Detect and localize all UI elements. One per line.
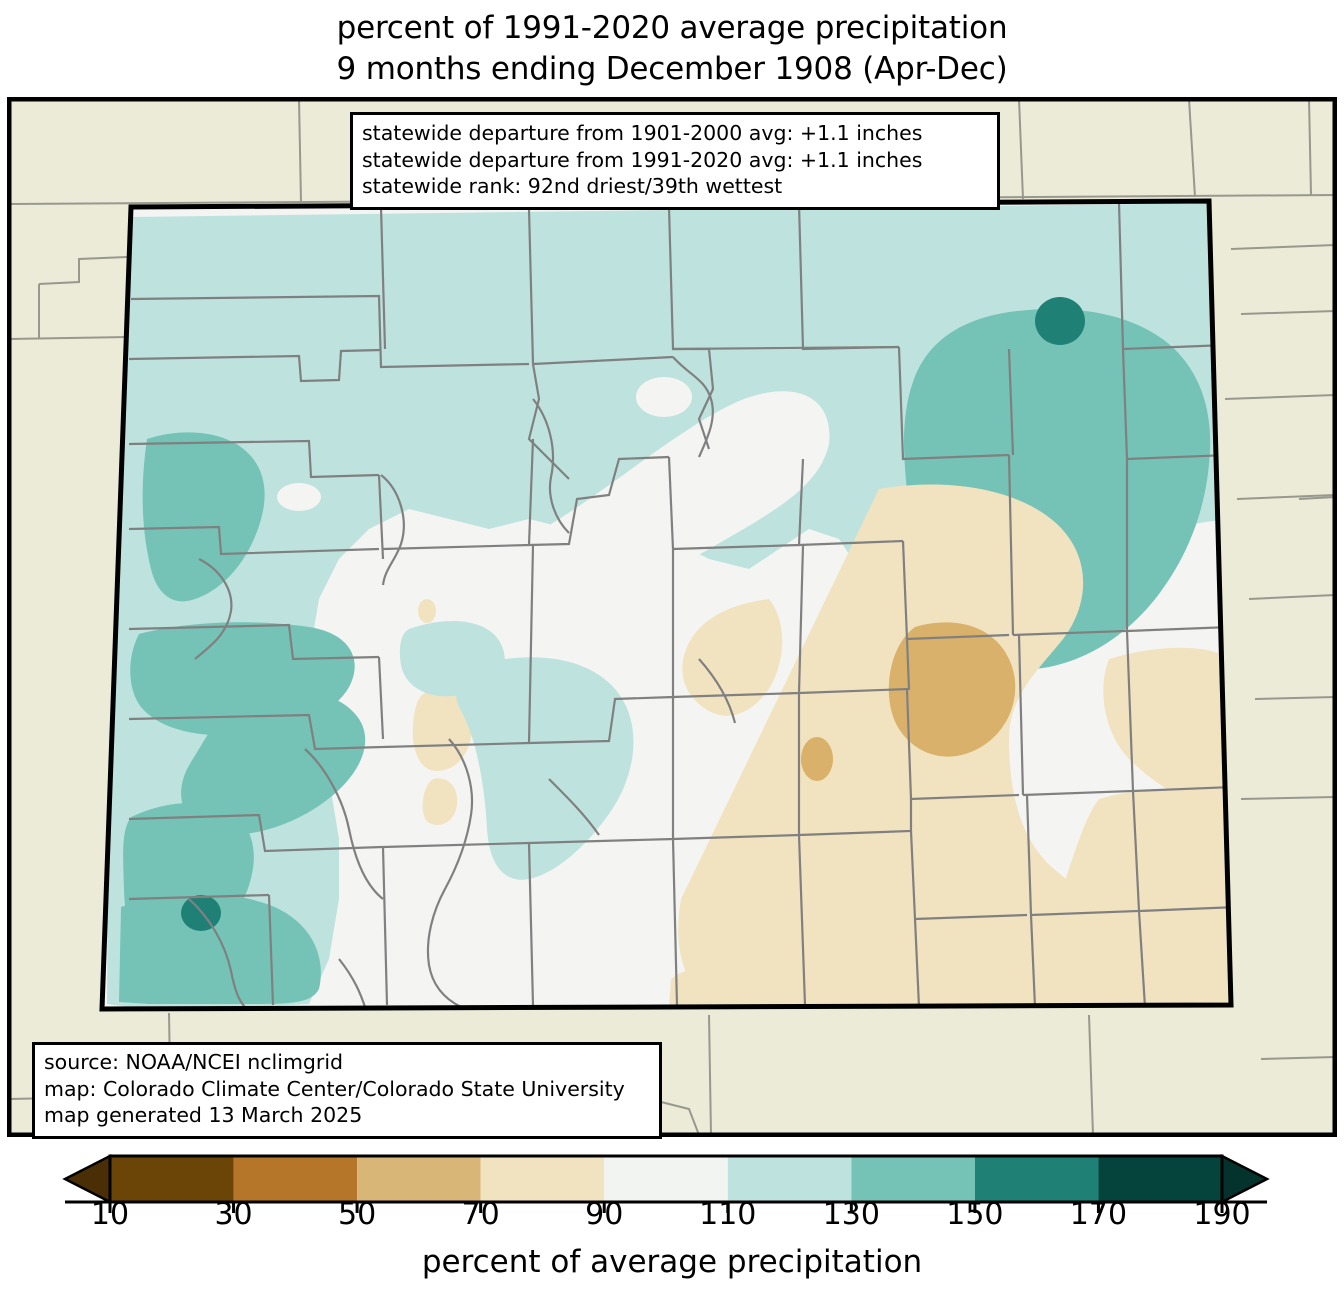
colorbar-band-170-190	[1098, 1156, 1222, 1202]
colorbar-band-70-90	[480, 1156, 605, 1202]
precipitation-field	[102, 201, 1231, 1009]
east-central-dry-core	[888, 622, 1016, 757]
colorado-county-lines	[128, 202, 1231, 1008]
colorbar	[0, 1146, 1344, 1246]
colorbar-tick-label-30: 30	[214, 1197, 253, 1232]
southwest-wet-core	[181, 895, 221, 931]
colorbar-ticks	[65, 1200, 1267, 1213]
colorbar-band-90-110	[604, 1156, 728, 1202]
source-info-box: source: NOAA/NCEI nclimgrid map: Colorad…	[32, 1042, 662, 1139]
statistics-info-box: statewide departure from 1901-2000 avg: …	[350, 112, 1000, 210]
colorado-precipitation-map	[9, 99, 1335, 1135]
map-panel	[7, 97, 1337, 1137]
colorbar-tick-label-130: 130	[822, 1197, 880, 1232]
departure-1901-2000: statewide departure from 1901-2000 avg: …	[362, 121, 923, 145]
southeast-dry-core	[801, 737, 833, 781]
map-generated-line: map generated 13 March 2025	[44, 1103, 363, 1127]
colorbar-tick-label-170: 170	[1069, 1197, 1128, 1232]
colorbar-tick-label-70: 70	[461, 1197, 500, 1232]
colorbar-band-30-50	[233, 1156, 358, 1202]
northeast-wet-core	[1035, 297, 1085, 345]
title-line-2: 9 months ending December 1908 (Apr-Dec)	[336, 51, 1008, 87]
colorbar-band-10-30	[110, 1156, 234, 1202]
colorbar-tick-label-150: 150	[946, 1197, 1004, 1232]
colorbar-tick-label-50: 50	[338, 1197, 377, 1232]
map-credit-line: map: Colorado Climate Center/Colorado St…	[44, 1076, 625, 1101]
statewide-rank: statewide rank: 92nd driest/39th wettest	[362, 174, 783, 198]
colorbar-band-110-130	[727, 1156, 852, 1202]
colorbar-band-50-70	[357, 1156, 481, 1202]
colorbar-tick-label-190: 190	[1193, 1197, 1251, 1232]
page-title: percent of 1991-2020 average precipitati…	[0, 8, 1344, 90]
colorbar-tick-label-10: 10	[90, 1197, 130, 1232]
map-frame-border	[9, 99, 1335, 1135]
colorbar-tick-labels: 10 30 50 70 90 110 130 150 170 190	[0, 1196, 1344, 1240]
departure-1991-2020: statewide departure from 1991-2020 avg: …	[362, 147, 923, 172]
colorbar-band-130-150	[851, 1156, 975, 1202]
colorbar-band-150-170	[974, 1156, 1099, 1202]
colorbar-svg	[62, 1153, 1270, 1213]
source-line: source: NOAA/NCEI nclimgrid	[44, 1050, 344, 1074]
colorbar-axis-title: percent of average precipitation	[421, 1244, 923, 1280]
colorbar-bands	[62, 1153, 1270, 1205]
title-line-1: percent of 1991-2020 average precipitati…	[336, 10, 1008, 46]
colorbar-tick-label-90: 90	[585, 1197, 624, 1232]
colorbar-tick-label-110: 110	[699, 1197, 757, 1232]
